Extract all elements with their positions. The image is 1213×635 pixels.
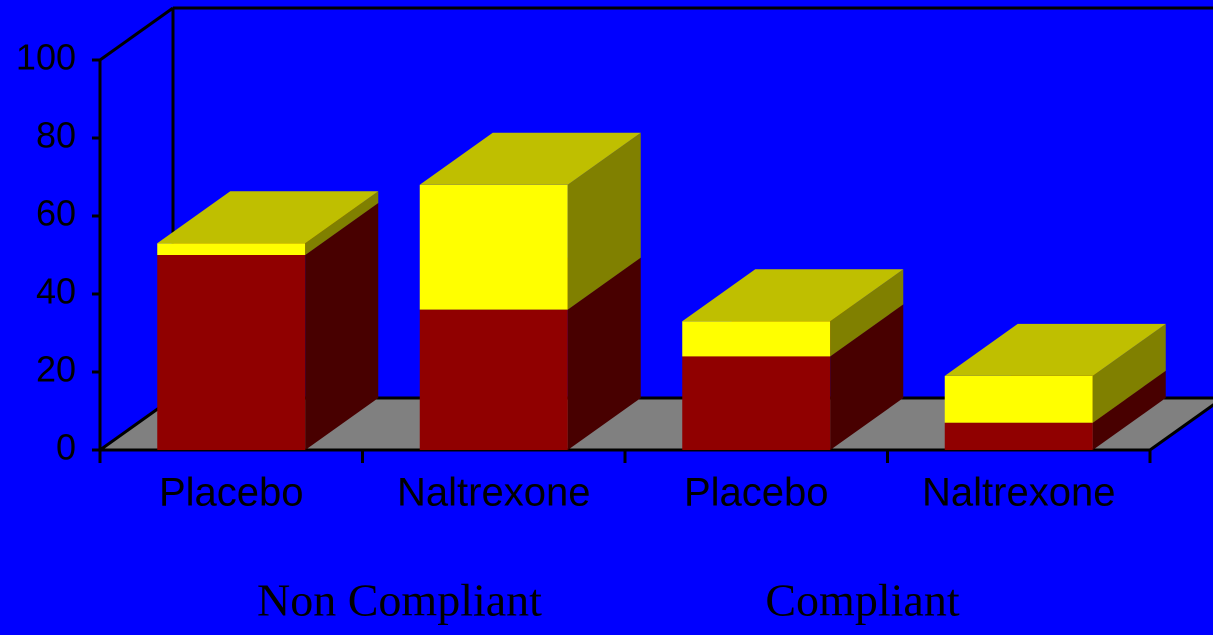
y-tick-label: 60	[36, 193, 76, 234]
bar-side	[305, 191, 379, 255]
y-tick-label: 20	[36, 349, 76, 390]
bar-side	[305, 203, 379, 450]
bar-top	[944, 323, 1166, 376]
top-diagonal	[99, 6, 174, 62]
bar-front	[682, 321, 831, 357]
bar-side	[830, 304, 904, 450]
y-tick-label: 80	[36, 115, 76, 156]
bar-top	[682, 269, 904, 322]
bar-top	[157, 191, 379, 244]
bar-side	[1092, 323, 1166, 423]
x-tick-label: Placebo	[159, 471, 304, 515]
x-tick-label: Naltrexone	[922, 471, 1115, 515]
y-tick-label: 0	[56, 427, 76, 468]
bar-side	[1092, 370, 1166, 450]
y-tick-label: 40	[36, 271, 76, 312]
group-label: Compliant	[765, 575, 959, 626]
bar-side	[567, 132, 641, 310]
bar-front	[157, 243, 306, 255]
y-tick-label: 100	[16, 37, 76, 78]
group-label: Non Compliant	[257, 575, 542, 626]
bar-front	[944, 375, 1093, 423]
bar-front	[419, 309, 568, 450]
bar-top	[419, 132, 641, 185]
x-tick-label: Placebo	[684, 471, 829, 515]
bar-side	[830, 269, 904, 357]
bar-front	[157, 255, 306, 450]
bar-side	[567, 257, 641, 450]
x-tick-label: Naltrexone	[397, 471, 590, 515]
bar-front	[682, 356, 831, 450]
bar-front	[419, 184, 568, 310]
bar-front	[944, 422, 1093, 450]
